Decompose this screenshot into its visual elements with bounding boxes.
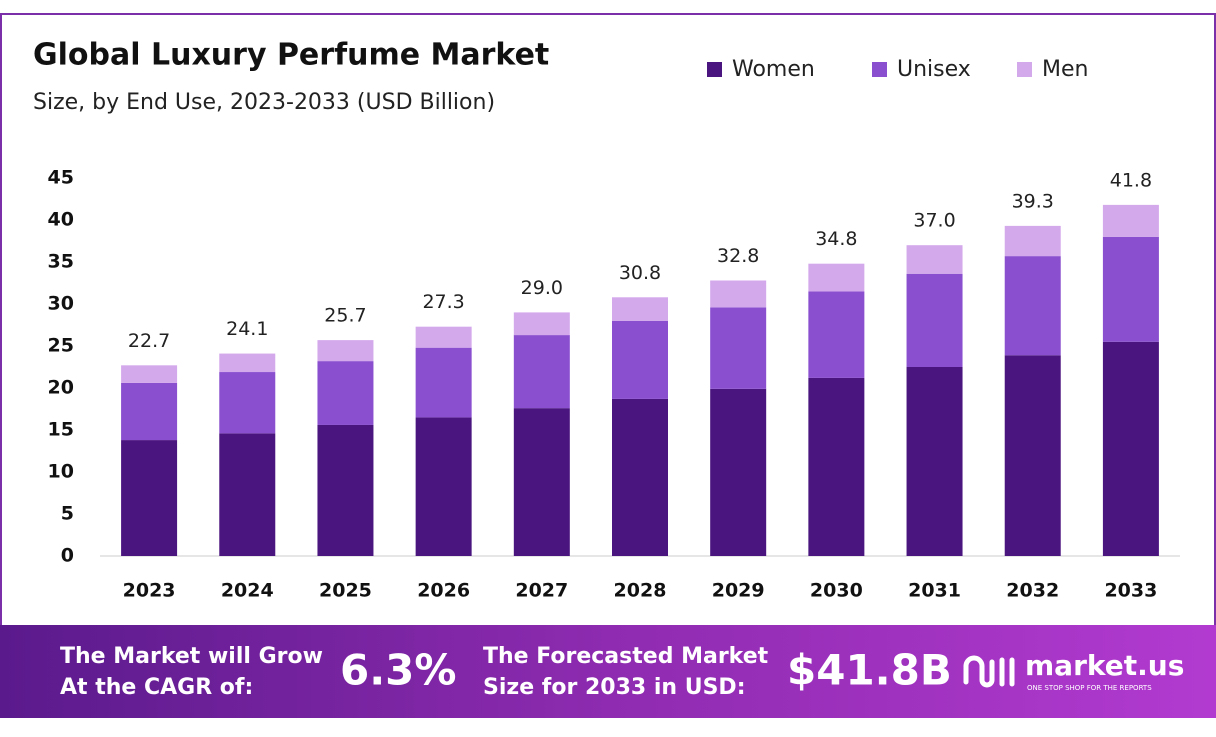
legend-swatch [872, 62, 887, 77]
bar-segment [415, 347, 472, 418]
brand-logo [963, 655, 1015, 688]
bar-segment [317, 340, 374, 362]
x-tick-label: 2025 [319, 580, 372, 602]
y-tick-label: 35 [48, 251, 74, 273]
bar-segment [219, 353, 276, 373]
x-tick-label: 2029 [712, 580, 765, 602]
forecast-text: The Forecasted Market [483, 644, 769, 669]
bar-segment [906, 367, 963, 556]
legend-swatch [707, 62, 722, 77]
total-label: 37.0 [913, 210, 955, 232]
forecast-value: $41.8B [787, 646, 952, 695]
total-label: 30.8 [619, 262, 661, 284]
bar-segment [121, 440, 178, 556]
x-tick-label: 2033 [1104, 580, 1157, 602]
bar-segment [710, 280, 767, 308]
legend: Women Unisex Men [707, 57, 1088, 82]
chart-subtitle: Size, by End Use, 2023-2033 (USD Billion… [33, 90, 495, 115]
y-tick-label: 45 [48, 167, 74, 189]
bar-segment [1102, 204, 1159, 237]
y-tick-label: 30 [48, 293, 74, 315]
bar-segment [808, 291, 865, 378]
y-tick-label: 25 [48, 335, 74, 357]
legend-label: Unisex [897, 57, 971, 82]
total-label: 41.8 [1110, 169, 1152, 191]
x-tick-label: 2027 [515, 580, 568, 602]
bar-segment [612, 320, 668, 399]
bar-segment [1004, 355, 1061, 556]
total-label: 27.3 [422, 291, 464, 313]
total-label: 32.8 [717, 245, 759, 267]
bar-segment [219, 372, 276, 434]
bar-segment [415, 417, 472, 556]
total-label: 24.1 [226, 318, 268, 340]
x-tick-label: 2032 [1006, 580, 1059, 602]
cagr-text: At the CAGR of: [60, 675, 253, 700]
y-tick-label: 15 [48, 419, 74, 441]
bar-segment [219, 433, 276, 556]
bar-segment [513, 312, 570, 336]
y-tick-label: 5 [61, 503, 74, 525]
bar-segment [612, 398, 668, 556]
bar-segment [710, 307, 767, 389]
x-tick-label: 2026 [417, 580, 470, 602]
x-tick-label: 2031 [908, 580, 961, 602]
bar-segment [317, 361, 374, 425]
bar-segment [906, 245, 963, 274]
bar-segment [808, 263, 865, 292]
bar-segment [121, 382, 178, 441]
cagr-text: The Market will Grow [60, 644, 323, 669]
bar-segment [513, 335, 570, 409]
total-label: 22.7 [128, 330, 170, 352]
total-label: 29.0 [521, 277, 563, 299]
bar-segment [1102, 341, 1159, 556]
bar-segment [906, 273, 963, 367]
legend-label: Men [1042, 57, 1088, 82]
bar-segment [1004, 225, 1061, 257]
bar-segment [317, 424, 374, 556]
x-tick-label: 2024 [221, 580, 274, 602]
brand: market.us [1025, 649, 1184, 682]
bar-segment [710, 388, 767, 556]
bar-segment [1004, 256, 1061, 356]
x-tick-label: 2023 [123, 580, 176, 602]
y-tick-label: 10 [48, 461, 74, 483]
chart-title: Global Luxury Perfume Market [33, 38, 549, 73]
total-label: 39.3 [1012, 190, 1054, 212]
bar-segment [808, 377, 865, 556]
forecast-text: Size for 2033 in USD: [483, 675, 746, 700]
legend-swatch [1017, 62, 1032, 77]
y-tick-label: 20 [48, 377, 74, 399]
bar-segment [612, 297, 668, 321]
plot: 051015202530354045202322.7202424.1202525… [48, 167, 1180, 602]
tagline: ONE STOP SHOP FOR THE REPORTS [1027, 684, 1152, 692]
bar-segment [513, 408, 570, 556]
x-tick-label: 2030 [810, 580, 863, 602]
bar-segment [415, 326, 472, 348]
total-label: 34.8 [815, 228, 857, 250]
y-tick-label: 0 [61, 545, 74, 567]
legend-label: Women [732, 57, 815, 82]
cagr-value: 6.3% [340, 646, 456, 695]
x-tick-label: 2028 [614, 580, 667, 602]
bar-segment [1102, 236, 1159, 342]
y-tick-label: 40 [48, 209, 74, 231]
bar-segment [121, 365, 178, 383]
total-label: 25.7 [324, 305, 366, 327]
